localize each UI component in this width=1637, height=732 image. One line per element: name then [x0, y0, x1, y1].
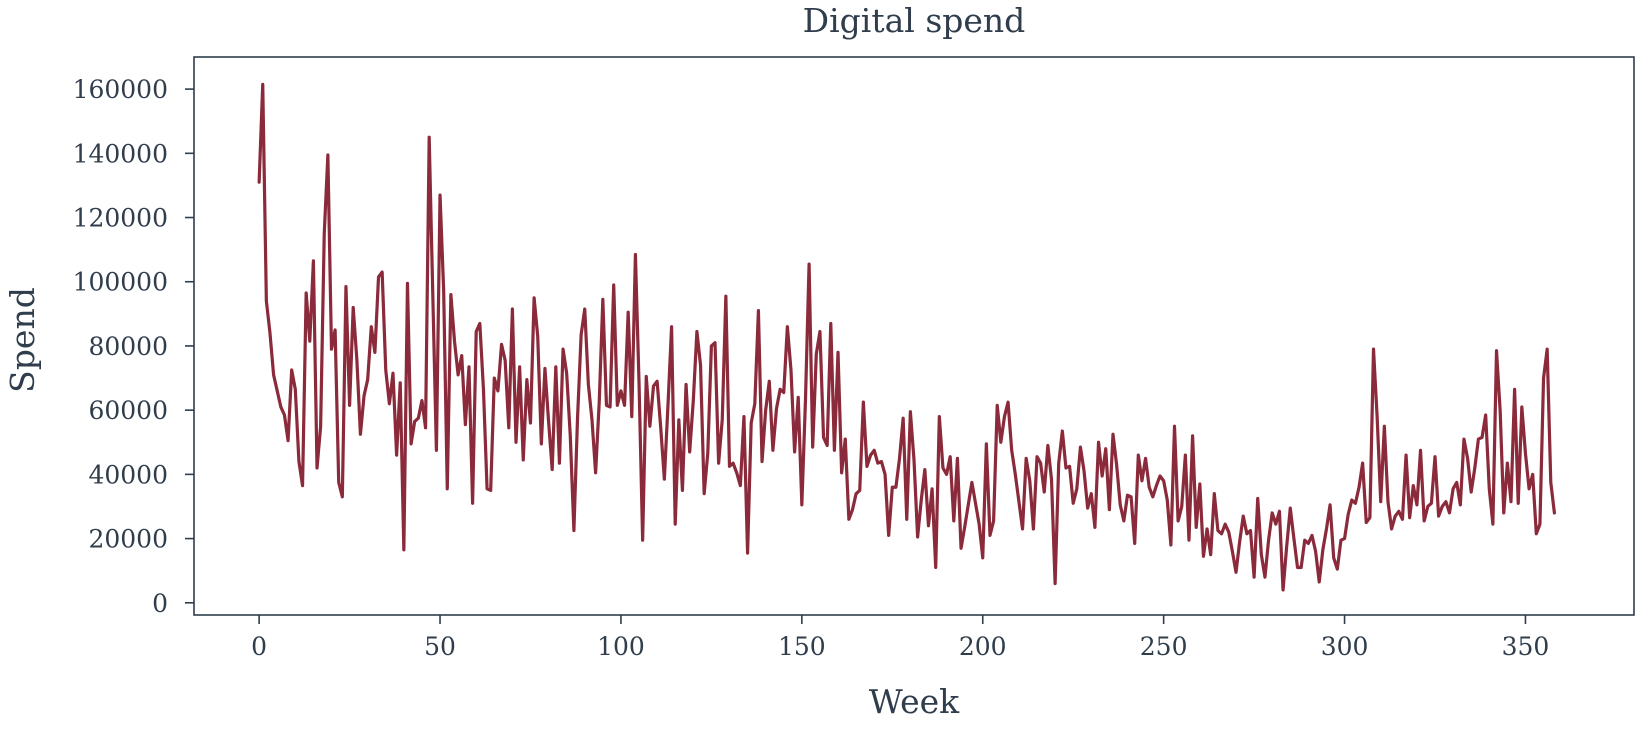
plot-frame	[193, 56, 1635, 616]
y-tick-label: 0	[152, 589, 168, 618]
y-tick-label: 40000	[88, 460, 168, 489]
x-tick-label: 250	[1140, 632, 1188, 661]
x-axis-label: Week	[869, 682, 960, 721]
x-tick-label: 300	[1321, 632, 1369, 661]
x-tick-label: 50	[424, 632, 456, 661]
y-tick-label: 100000	[73, 268, 168, 297]
x-tick-label: 100	[597, 632, 645, 661]
series-line-0	[257, 82, 1557, 592]
y-tick-label: 20000	[88, 525, 168, 554]
x-tick-label: 0	[251, 632, 267, 661]
y-axis-label: Spend	[3, 287, 42, 393]
chart-title: Digital spend	[803, 1, 1026, 40]
y-tick-label: 160000	[73, 75, 168, 104]
y-tick-label: 120000	[73, 204, 168, 233]
x-tick-label: 200	[959, 632, 1007, 661]
y-tick-label: 140000	[73, 139, 168, 168]
series-layer	[257, 82, 1557, 592]
x-tick-label: 350	[1502, 632, 1550, 661]
y-tick-label: 80000	[88, 332, 168, 361]
y-tick-label: 60000	[88, 396, 168, 425]
ticks-layer: 0 50 100 150 200 250 300 350 0 20000 40000 60000 800…	[73, 75, 1550, 661]
x-tick-label: 150	[778, 632, 826, 661]
